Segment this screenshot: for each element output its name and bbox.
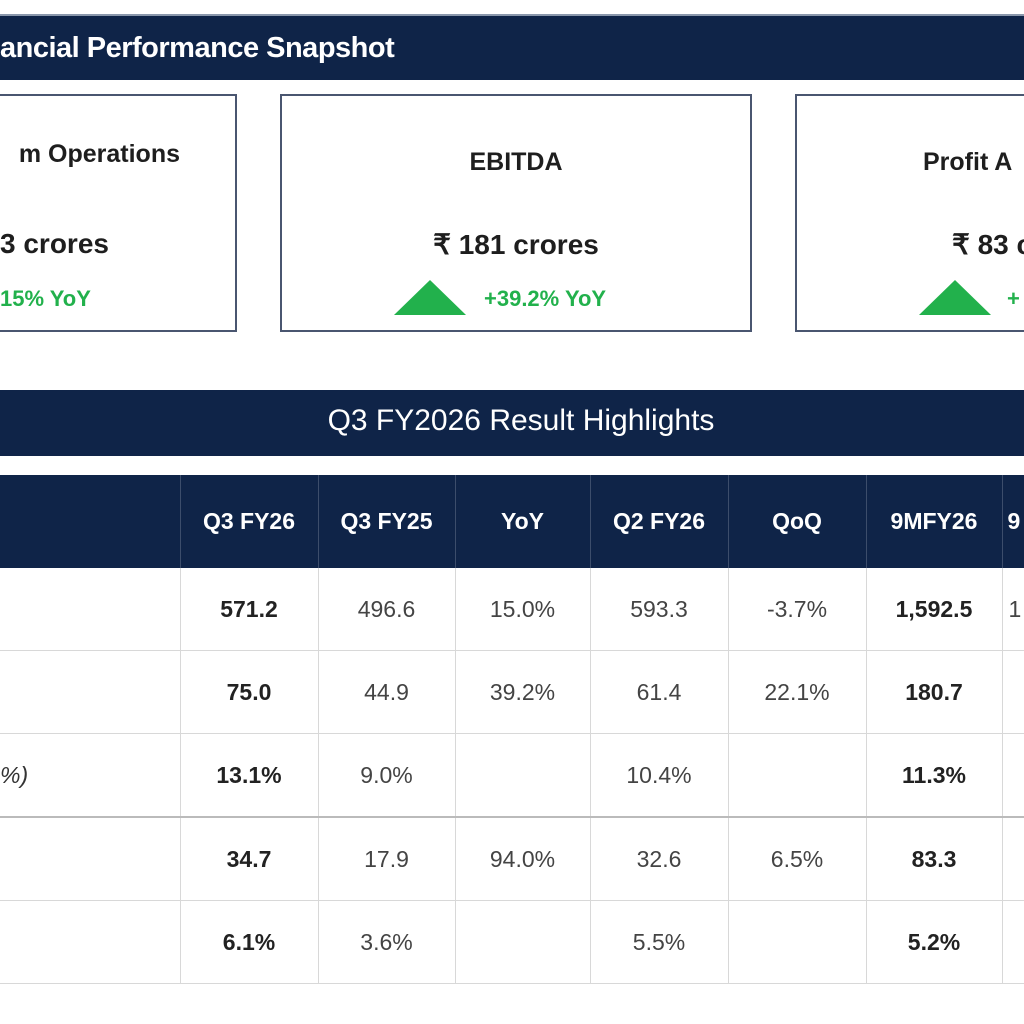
card-change: +39.2% YoY bbox=[484, 286, 607, 311]
snapshot-title: ancial Performance Snapshot bbox=[0, 32, 395, 64]
table-cell: 3.6% bbox=[318, 900, 456, 984]
table-cell: 6.1% bbox=[180, 900, 319, 984]
column-header: Q3 FY26 bbox=[180, 475, 319, 568]
highlights-table: Q3 FY26 Q3 FY25 YoY Q2 FY26 QoQ 9MFY26 9… bbox=[0, 475, 1024, 984]
table-cell: 15.0% bbox=[455, 568, 591, 651]
column-header: 9MFY26 bbox=[866, 475, 1003, 568]
table-cell: 13.1% bbox=[180, 733, 319, 818]
card-value: 3 crores bbox=[0, 228, 109, 259]
table-cell: 34.7 bbox=[180, 816, 319, 901]
table-cell: 180.7 bbox=[866, 650, 1003, 734]
table-cell: -3.7% bbox=[728, 568, 867, 651]
table-row: 6.1% 3.6% 5.5% 5.2% bbox=[0, 900, 1024, 984]
table-cell: 6.5% bbox=[728, 816, 867, 901]
snapshot-header: ancial Performance Snapshot bbox=[0, 14, 1024, 80]
table-row: 571.2 496.6 15.0% 593.3 -3.7% 1,592.5 1 bbox=[0, 568, 1024, 651]
table-cell: 9.0% bbox=[318, 733, 456, 818]
row-label bbox=[0, 900, 181, 984]
card-change: + bbox=[1007, 286, 1020, 311]
table-cell: 571.2 bbox=[180, 568, 319, 651]
card-value: ₹ 181 crores bbox=[433, 229, 599, 260]
table-row: 34.7 17.9 94.0% 32.6 6.5% 83.3 bbox=[0, 816, 1024, 901]
table-cell: 61.4 bbox=[590, 650, 729, 734]
table-cell: 1,592.5 bbox=[866, 568, 1003, 651]
revenue-card: m Operations 3 crores 15% YoY bbox=[0, 94, 237, 332]
table-cell: 10.4% bbox=[590, 733, 729, 818]
profit-card: Profit A ₹ 83 c + bbox=[795, 94, 1024, 332]
table-cell bbox=[1002, 816, 1024, 901]
table-cell: 32.6 bbox=[590, 816, 729, 901]
table-cell bbox=[728, 900, 867, 984]
row-label: %) bbox=[0, 733, 181, 818]
table-cell: 39.2% bbox=[455, 650, 591, 734]
card-change: 15% YoY bbox=[0, 286, 91, 311]
row-label bbox=[0, 816, 181, 901]
table-row: 75.0 44.9 39.2% 61.4 22.1% 180.7 bbox=[0, 650, 1024, 734]
table-header-row: Q3 FY26 Q3 FY25 YoY Q2 FY26 QoQ 9MFY26 9 bbox=[0, 475, 1024, 568]
ebitda-card: EBITDA ₹ 181 crores +39.2% YoY bbox=[280, 94, 752, 332]
table-cell: 1 bbox=[1002, 568, 1024, 651]
table-cell: 94.0% bbox=[455, 816, 591, 901]
card-value: ₹ 83 c bbox=[952, 229, 1024, 260]
table-cell bbox=[455, 900, 591, 984]
highlights-title: Q3 FY2026 Result Highlights bbox=[327, 404, 715, 437]
highlights-header: Q3 FY2026 Result Highlights bbox=[0, 390, 1024, 456]
card-title: m Operations bbox=[18, 140, 180, 168]
column-header: Q2 FY26 bbox=[590, 475, 729, 568]
table-cell: 5.2% bbox=[866, 900, 1003, 984]
column-header: Q3 FY25 bbox=[318, 475, 456, 568]
table-cell bbox=[1002, 733, 1024, 818]
table-cell: 75.0 bbox=[180, 650, 319, 734]
table-cell: 83.3 bbox=[866, 816, 1003, 901]
table-cell bbox=[1002, 650, 1024, 734]
table-cell: 5.5% bbox=[590, 900, 729, 984]
card-title: EBITDA bbox=[469, 148, 563, 176]
up-triangle-icon bbox=[919, 280, 991, 315]
table-cell: 496.6 bbox=[318, 568, 456, 651]
table-cell: 22.1% bbox=[728, 650, 867, 734]
up-triangle-icon bbox=[394, 280, 466, 315]
column-header bbox=[0, 475, 181, 568]
column-header: QoQ bbox=[728, 475, 867, 568]
table-cell bbox=[1002, 900, 1024, 984]
row-label bbox=[0, 568, 181, 651]
row-label bbox=[0, 650, 181, 734]
card-title: Profit A bbox=[923, 148, 1013, 176]
table-cell: 44.9 bbox=[318, 650, 456, 734]
table-cell bbox=[455, 733, 591, 818]
table-cell: 593.3 bbox=[590, 568, 729, 651]
table-cell bbox=[728, 733, 867, 818]
table-cell: 11.3% bbox=[866, 733, 1003, 818]
table-cell: 17.9 bbox=[318, 816, 456, 901]
column-header: 9 bbox=[1002, 475, 1024, 568]
column-header: YoY bbox=[455, 475, 591, 568]
table-row: %) 13.1% 9.0% 10.4% 11.3% bbox=[0, 733, 1024, 818]
